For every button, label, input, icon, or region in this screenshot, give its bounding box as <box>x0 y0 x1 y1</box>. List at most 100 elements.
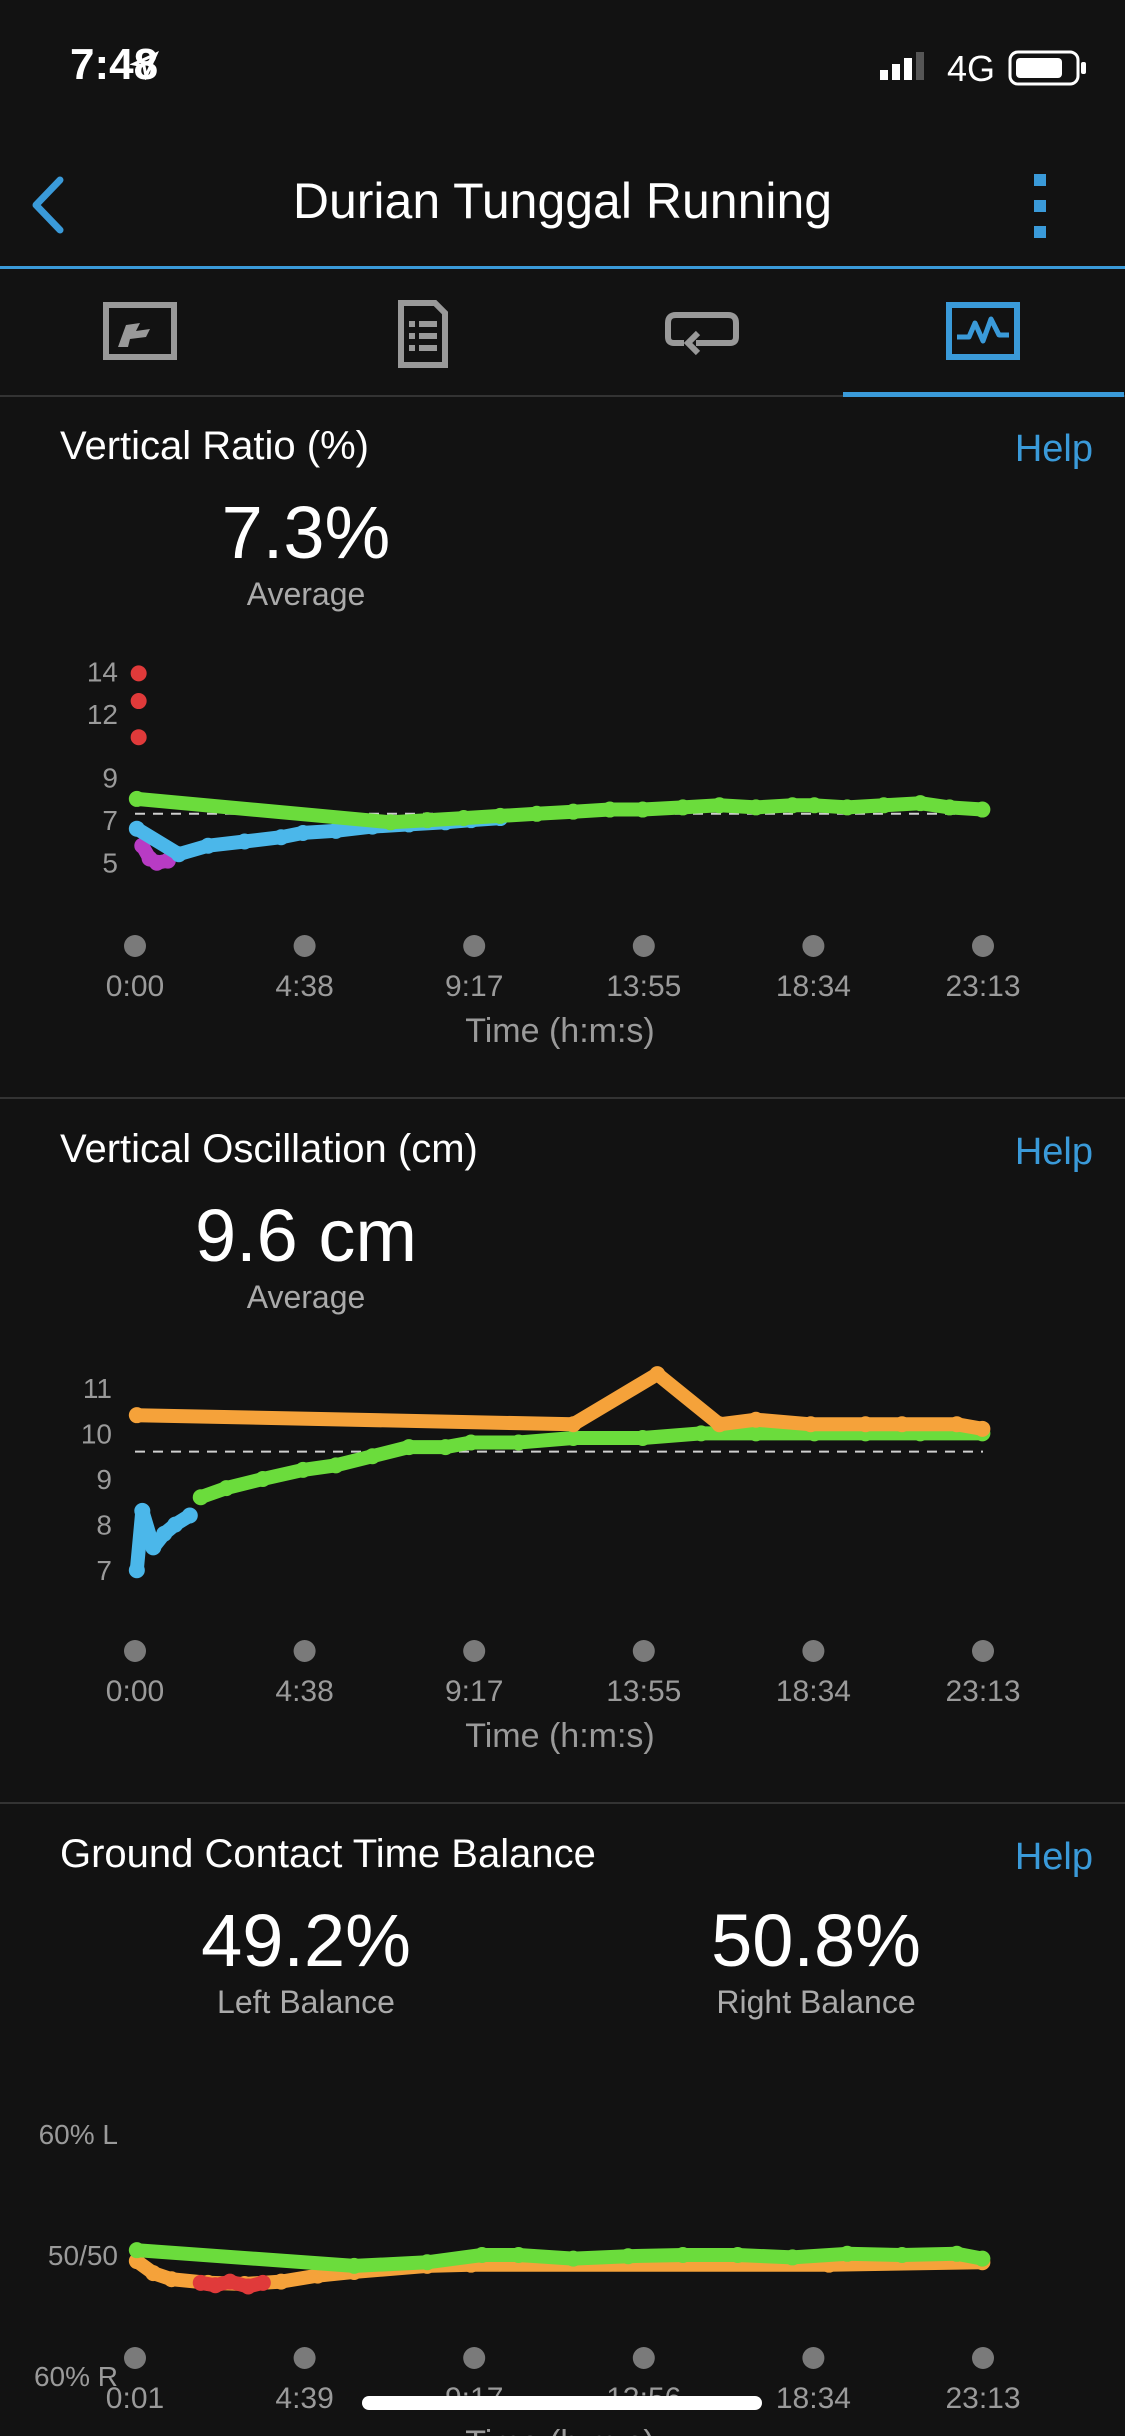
series-line <box>129 1367 990 1436</box>
network-type: 4G <box>947 48 996 89</box>
vertical-ratio-chart: 14 12 9 7 5 0:00 4:38 9:17 13:55 18:34 23:13 Time (… <box>87 656 1021 1050</box>
help-link[interactable]: Help <box>1014 428 1093 470</box>
laps-icon <box>665 312 739 356</box>
y-tick-label: 5 <box>102 848 118 879</box>
more-vertical-icon[interactable] <box>1022 166 1058 246</box>
series-line <box>193 1426 990 1505</box>
x-tick-dot <box>632 935 655 957</box>
x-axis-title: Time (h:m:s) <box>465 2424 655 2436</box>
section-title: Ground Contact Time Balance <box>60 1832 596 1876</box>
y-tick-label: 14 <box>87 656 118 687</box>
x-tick-dot <box>802 2347 825 2369</box>
x-tick-label: 4:39 <box>275 2382 333 2415</box>
x-tick-label: 9:17 <box>445 1675 503 1708</box>
x-tick-label: 13:55 <box>606 970 681 1003</box>
x-tick-label: 0:00 <box>106 1675 164 1708</box>
series-line <box>129 1503 197 1578</box>
data-point <box>130 693 147 710</box>
y-tick-label: 50/50 <box>48 2240 118 2271</box>
signal-icon <box>880 52 924 80</box>
series-line <box>193 2274 270 2294</box>
right-balance-caption: Right Balance <box>716 1984 916 2020</box>
x-tick-dot <box>632 2347 655 2369</box>
x-tick-label: 23:13 <box>945 1675 1020 1708</box>
data-point <box>130 729 147 746</box>
average-caption: Average <box>246 576 366 612</box>
vertical-oscillation-section: Vertical Oscillation (cm) Help 9.6 cm Av… <box>0 1103 1125 1803</box>
x-tick-label: 0:01 <box>106 2382 164 2415</box>
x-tick-dot <box>124 1640 146 1662</box>
y-tick-label: 11 <box>83 1373 112 1404</box>
x-tick-label: 23:13 <box>945 2382 1020 2415</box>
x-tick-dot <box>972 1640 994 1662</box>
x-tick-label: 13:55 <box>606 1675 681 1708</box>
help-link[interactable]: Help <box>1014 1131 1093 1173</box>
x-tick-dot <box>972 2347 994 2369</box>
tab-laps[interactable] <box>562 269 843 395</box>
x-tick-label: 18:34 <box>776 2382 851 2415</box>
x-tick-dot <box>293 1640 316 1662</box>
tab-map[interactable] <box>0 269 281 395</box>
gct-balance-section: Ground Contact Time Balance Help 49.2% L… <box>0 1808 1125 2436</box>
help-link[interactable]: Help <box>1014 1836 1093 1878</box>
x-tick-dot <box>124 935 146 957</box>
y-tick-label: 60% L <box>39 2119 118 2150</box>
x-tick-label: 9:17 <box>445 970 503 1003</box>
y-tick-label: 10 <box>81 1418 112 1449</box>
chevron-left-icon[interactable] <box>22 170 82 240</box>
y-tick-label: 9 <box>102 763 118 794</box>
x-tick-label: 4:38 <box>275 1675 333 1708</box>
divider <box>0 1802 1125 1804</box>
data-point <box>130 665 147 682</box>
average-value: 9.6 cm <box>194 1194 418 1277</box>
series-line <box>129 791 990 830</box>
app-bar: Durian Tunggal Running <box>0 140 1125 269</box>
y-tick-label: 9 <box>96 1464 112 1495</box>
x-tick-label: 18:34 <box>776 970 851 1003</box>
y-tick-label: 8 <box>96 1510 112 1541</box>
tab-charts[interactable] <box>843 269 1124 397</box>
average-caption: Average <box>246 1279 366 1315</box>
x-tick-label: 0:00 <box>106 970 164 1003</box>
average-value: 7.3% <box>221 491 391 574</box>
right-balance-value: 50.8% <box>711 1899 921 1982</box>
y-tick-label: 7 <box>102 805 118 836</box>
left-balance-caption: Left Balance <box>217 1984 395 2020</box>
vertical-ratio-section: Vertical Ratio (%) Help 7.3% Average 14 1… <box>0 398 1125 1098</box>
x-tick-dot <box>802 935 825 957</box>
status-bar: 7:48 4G <box>0 0 1125 140</box>
x-tick-dot <box>293 2347 316 2369</box>
tab-details[interactable] <box>281 269 562 395</box>
details-icon <box>398 300 448 368</box>
x-tick-label: 18:34 <box>776 1675 851 1708</box>
section-title: Vertical Oscillation (cm) <box>60 1127 478 1171</box>
section-title: Vertical Ratio (%) <box>60 424 369 468</box>
x-tick-dot <box>463 2347 486 2369</box>
x-tick-label: 23:13 <box>945 970 1020 1003</box>
x-axis-title: Time (h:m:s) <box>465 1012 655 1050</box>
y-tick-label: 7 <box>96 1555 112 1586</box>
active-tab-indicator <box>843 392 1124 397</box>
left-balance-value: 49.2% <box>201 1899 411 1982</box>
page-title: Durian Tunggal Running <box>292 173 833 229</box>
x-tick-dot <box>972 935 994 957</box>
x-tick-dot <box>463 1640 486 1662</box>
location-arrow-icon <box>130 50 160 80</box>
divider <box>0 1097 1125 1099</box>
x-tick-dot <box>802 1640 825 1662</box>
y-tick-label: 12 <box>87 699 118 730</box>
charts-icon <box>946 302 1020 360</box>
x-tick-dot <box>632 1640 655 1662</box>
battery-icon <box>1008 50 1086 86</box>
series-line <box>135 838 175 870</box>
vertical-oscillation-chart: 11 10 9 8 7 0:00 4:38 9:17 13:55 18:34 23:13 Time (… <box>81 1366 1021 1755</box>
series-line <box>129 2254 990 2291</box>
series-line <box>129 2243 990 2273</box>
x-tick-dot <box>293 935 316 957</box>
x-axis-title: Time (h:m:s) <box>465 1717 655 1755</box>
x-tick-dot <box>463 935 486 957</box>
home-indicator[interactable] <box>362 2396 762 2410</box>
x-tick-label: 4:38 <box>275 970 333 1003</box>
tab-bar <box>0 269 1125 397</box>
